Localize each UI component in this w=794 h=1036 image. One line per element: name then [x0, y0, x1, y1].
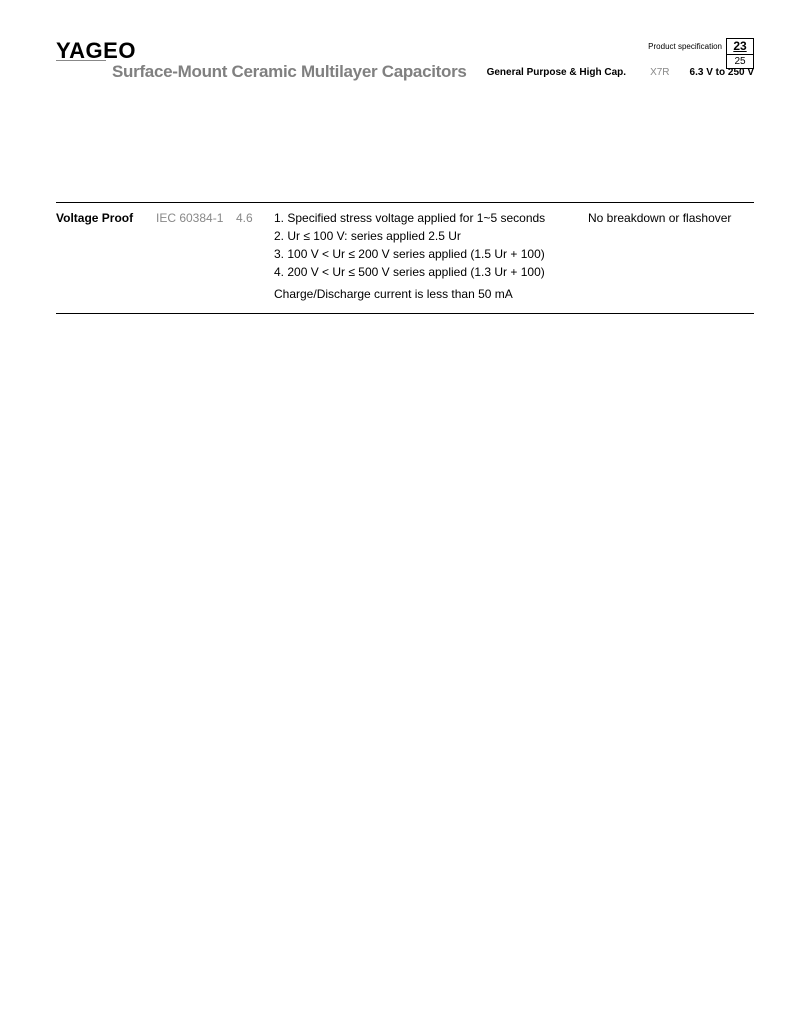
title-main: Surface-Mount Ceramic Multilayer Capacit… — [106, 60, 473, 84]
title-bar: Surface-Mount Ceramic Multilayer Capacit… — [106, 60, 754, 84]
title-subtitle-2: X7R — [640, 60, 679, 84]
table-rule-bottom — [56, 313, 754, 314]
title-subtitle-3: 6.3 V to 250 V — [680, 60, 754, 84]
cell-conditions: 1. Specified stress voltage applied for … — [274, 209, 564, 303]
cell-clause: 4.6 — [236, 209, 274, 303]
page-current: 23 — [726, 38, 754, 55]
page-header: YAGEO Product specification 23 25 Surfac… — [56, 38, 754, 96]
logo-underline — [56, 60, 106, 61]
table-row: Voltage Proof IEC 60384-1 4.6 1. Specifi… — [56, 203, 754, 313]
spec-table: Voltage Proof IEC 60384-1 4.6 1. Specifi… — [56, 202, 754, 314]
condition-line: 2. Ur ≤ 100 V: series applied 2.5 Ur — [274, 227, 564, 245]
condition-line: 3. 100 V < Ur ≤ 200 V series applied (1.… — [274, 245, 564, 263]
cell-standard: IEC 60384-1 — [156, 209, 236, 303]
condition-extra: Charge/Discharge current is less than 50… — [274, 285, 564, 303]
condition-line: 4. 200 V < Ur ≤ 500 V series applied (1.… — [274, 263, 564, 281]
condition-line: 1. Specified stress voltage applied for … — [274, 209, 564, 227]
cell-requirement: No breakdown or flashover — [564, 209, 754, 303]
cell-test-name: Voltage Proof — [56, 209, 156, 303]
title-subtitle-1: General Purpose & High Cap. — [473, 60, 640, 84]
product-spec-label: Product specification — [648, 42, 722, 51]
